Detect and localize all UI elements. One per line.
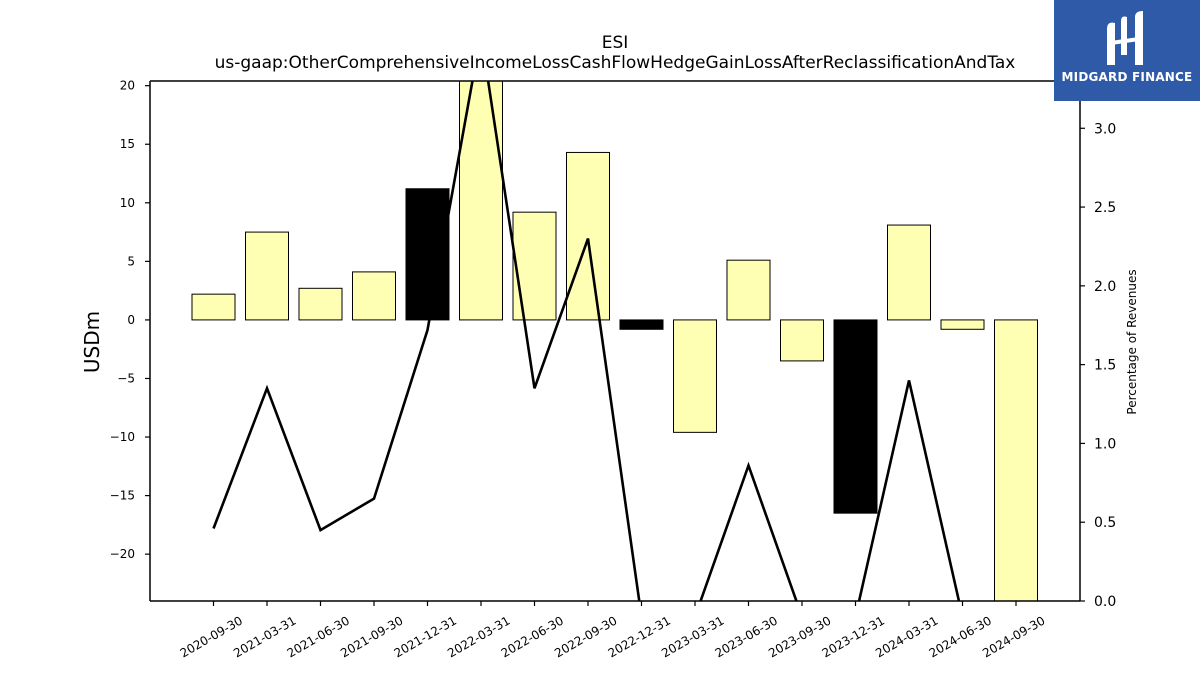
bar-2021-09-30 [352,271,396,321]
y2-axis-label: Percentage of Revenues [1125,269,1139,414]
bars-layer [191,80,1038,602]
bar-2023-09-30 [780,319,824,362]
chart-title: ESI [602,33,629,53]
y-tick-label: 15 [120,137,135,151]
bar-2023-06-30 [726,259,771,321]
bar-2022-06-30 [512,211,557,321]
chart-subtitle: us-gaap:OtherComprehensiveIncomeLossCash… [215,53,1016,73]
bar-2020-09-30 [191,293,236,321]
y-tick-label: 5 [127,254,135,268]
y-tick-label: −10 [110,430,135,444]
midgard-finance-logo: MIDGARD FINANCE [1054,0,1200,101]
y-axis-label: USDm [80,311,104,373]
y2-tick-label: 1.5 [1094,358,1116,374]
bar-2023-12-31 [833,319,878,514]
y2-tick-label: 3.0 [1094,121,1116,137]
bar-2022-09-30 [566,151,610,321]
axes-layer: −20 −15 −10 −5 0 5 10 15 20 0.0 0.5 1.0 1.5 2.0 2.5 3.0… [110,79,1117,661]
y2-tick-label: 2.0 [1094,279,1116,295]
line-layer [212,81,961,601]
y2-tick-label: 2.5 [1094,200,1116,216]
bar-2022-12-31 [619,319,664,330]
bar-2023-03-31 [673,319,717,433]
y-tick-label: 10 [120,196,135,210]
y-tick-label: 20 [120,79,135,93]
y2-tick-label: 0.5 [1094,515,1116,531]
y2-tick-label: 1.0 [1094,436,1116,452]
y-tick-label: −20 [110,547,135,561]
logo-mark-icon [1107,11,1143,66]
bar-2021-12-31 [405,188,450,321]
percentage-line [212,81,961,601]
logo-text: MIDGARD FINANCE [1061,70,1193,84]
bar-2024-09-30 [994,319,1038,602]
bar-2024-06-30 [940,319,985,330]
bar-2021-06-30 [298,287,343,321]
y2-tick-label: 0.0 [1094,594,1116,610]
y-tick-label: 0 [127,313,135,327]
bar-2024-03-31 [887,224,931,321]
y-tick-label: −5 [117,371,135,385]
bar-2021-03-31 [245,231,289,321]
y-tick-label: −15 [110,489,135,503]
